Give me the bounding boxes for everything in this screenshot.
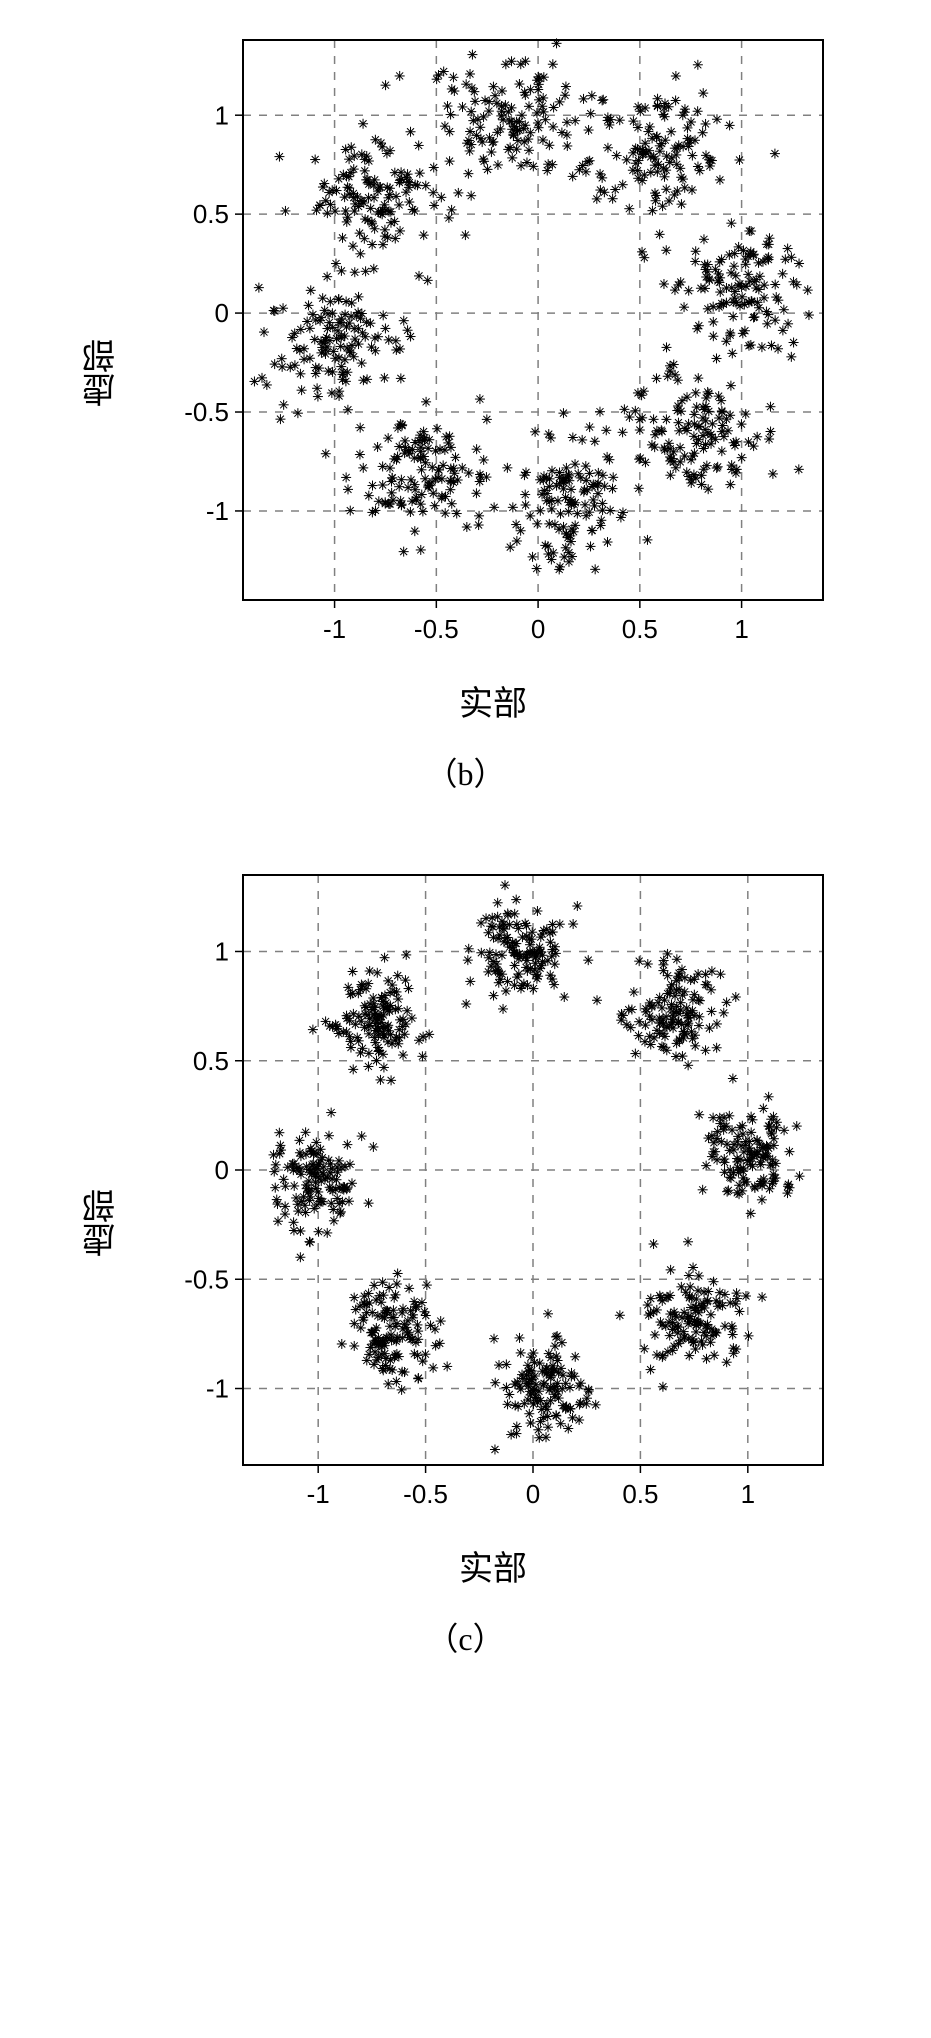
svg-text:0: 0 [526, 1479, 540, 1509]
plot-b-xlabel: 实部 [459, 676, 527, 725]
plot-c-sublabel: （c） [426, 1614, 504, 1660]
plot-c-ylabel: 虚部 [78, 1189, 127, 1257]
svg-text:1: 1 [215, 100, 229, 130]
svg-text:-0.5: -0.5 [414, 614, 459, 644]
svg-text:0.5: 0.5 [622, 614, 658, 644]
svg-text:1: 1 [741, 1479, 755, 1509]
figure-container: 虚部 -1 -0.5 0 0.5 1 -1 -0.5 0 0.5 1 实部 （b） 虚部 -1 -0… [20, 20, 911, 1660]
plot-b-plotcol: -1 -0.5 0 0.5 1 -1 -0.5 0 0.5 1 实部 [133, 20, 853, 725]
svg-text:-1: -1 [206, 1374, 229, 1404]
svg-text:-0.5: -0.5 [184, 397, 229, 427]
plot-b-sublabel: （b） [425, 749, 505, 795]
svg-text:0.5: 0.5 [622, 1479, 658, 1509]
svg-text:-0.5: -0.5 [403, 1479, 448, 1509]
plot-b: 虚部 -1 -0.5 0 0.5 1 -1 -0.5 0 0.5 1 实部 （b） [78, 20, 853, 795]
svg-text:0: 0 [531, 614, 545, 644]
plot-c-wrapper: 虚部 -1 -0.5 0 0.5 1 -1 -0.5 0 0.5 1 实部 [78, 855, 853, 1590]
plot-c-svg: -1 -0.5 0 0.5 1 -1 -0.5 0 0.5 1 [133, 855, 853, 1535]
plot-c-plotcol: -1 -0.5 0 0.5 1 -1 -0.5 0 0.5 1 实部 [133, 855, 853, 1590]
plot-b-ylabel: 虚部 [78, 339, 127, 407]
svg-text:-0.5: -0.5 [184, 1264, 229, 1294]
svg-text:0: 0 [215, 298, 229, 328]
plot-b-svg: -1 -0.5 0 0.5 1 -1 -0.5 0 0.5 1 [133, 20, 853, 670]
svg-text:-1: -1 [206, 496, 229, 526]
plot-b-wrapper: 虚部 -1 -0.5 0 0.5 1 -1 -0.5 0 0.5 1 实部 [78, 20, 853, 725]
svg-text:0.5: 0.5 [193, 1046, 229, 1076]
plot-c-xlabel: 实部 [459, 1541, 527, 1590]
plot-c: 虚部 -1 -0.5 0 0.5 1 -1 -0.5 0 0.5 1 实部 （c） [78, 855, 853, 1660]
svg-text:1: 1 [734, 614, 748, 644]
svg-text:1: 1 [215, 937, 229, 967]
svg-text:0.5: 0.5 [193, 199, 229, 229]
svg-text:-1: -1 [323, 614, 346, 644]
svg-text:0: 0 [215, 1155, 229, 1185]
svg-text:-1: -1 [307, 1479, 330, 1509]
